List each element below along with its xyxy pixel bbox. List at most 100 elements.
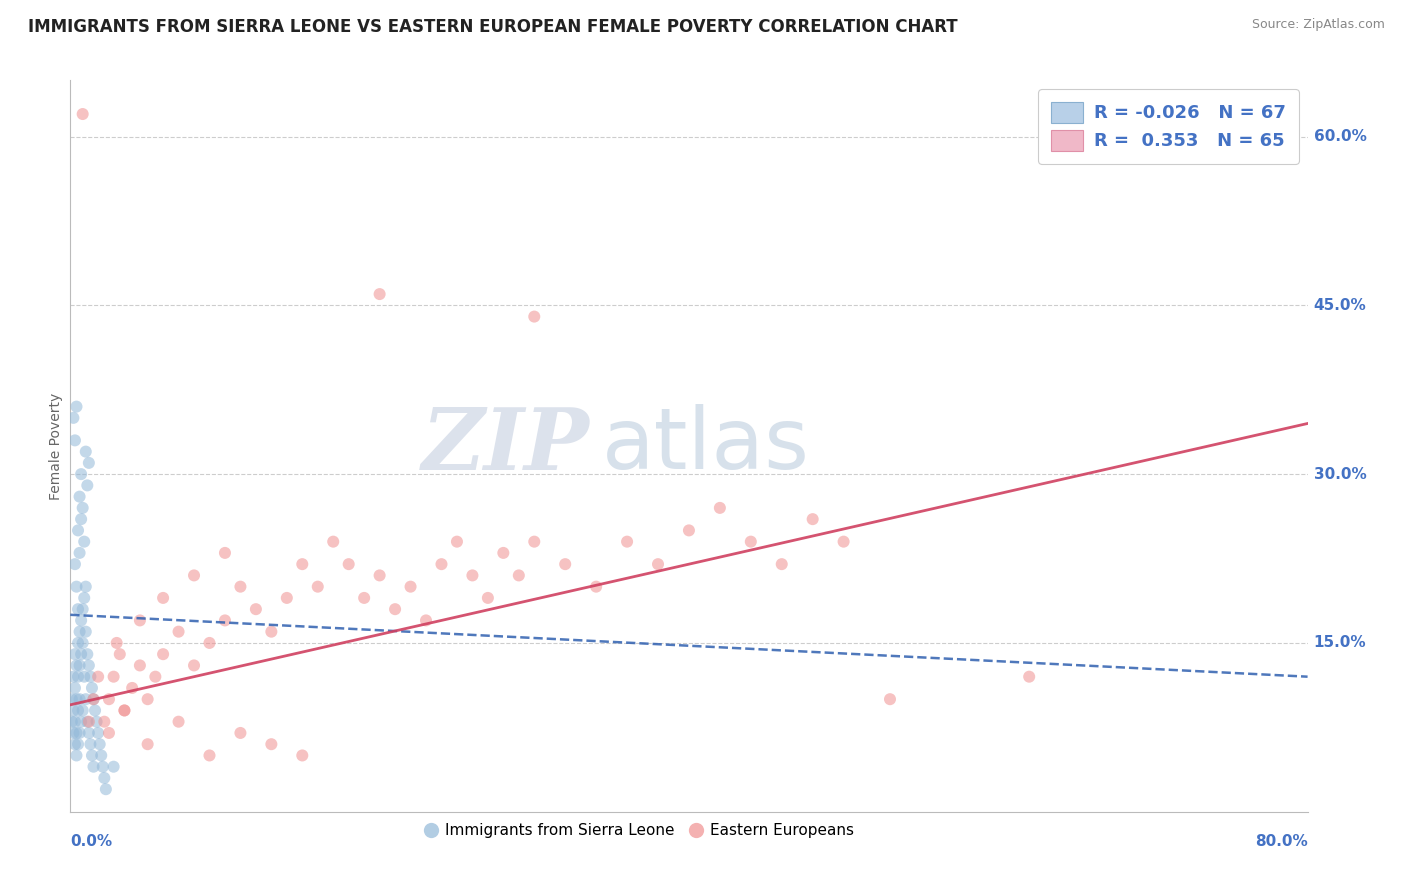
Point (69, 624, 91, 639)
Point (72, 703, 94, 717)
Point (70, 647, 93, 661)
Point (337, 557, 360, 571)
Point (740, 534, 762, 549)
Point (183, 568, 205, 582)
Point (94, 782, 117, 797)
Point (616, 534, 638, 549)
Point (70, 614, 93, 628)
Point (709, 500, 731, 515)
Text: 45.0%: 45.0% (1313, 298, 1367, 313)
Point (69, 726, 91, 740)
Point (523, 310, 546, 324)
Point (62, 703, 84, 717)
Point (87, 670, 110, 684)
Point (87, 726, 110, 740)
Point (65, 658, 87, 673)
Point (82, 692, 105, 706)
Point (183, 658, 205, 673)
Point (477, 591, 499, 605)
Point (60, 714, 83, 729)
Point (65, 400, 87, 414)
Point (65, 580, 87, 594)
Point (368, 568, 391, 582)
Text: 15.0%: 15.0% (1313, 635, 1367, 650)
Point (198, 748, 221, 763)
Point (103, 670, 125, 684)
Point (67, 737, 90, 751)
Point (291, 557, 314, 571)
Text: IMMIGRANTS FROM SIERRA LEONE VS EASTERN EUROPEAN FEMALE POVERTY CORRELATION CHAR: IMMIGRANTS FROM SIERRA LEONE VS EASTERN … (28, 18, 957, 36)
Point (73, 670, 96, 684)
Point (446, 534, 468, 549)
Point (70, 512, 93, 526)
Point (399, 580, 422, 594)
Point (114, 703, 135, 717)
Point (72, 636, 94, 650)
Point (77, 456, 100, 470)
Point (167, 714, 190, 729)
Point (136, 692, 159, 706)
Point (60, 692, 83, 706)
Point (72, 602, 94, 616)
Point (82, 692, 105, 706)
Point (353, 591, 375, 605)
Point (98, 692, 120, 706)
Point (461, 568, 484, 582)
Point (80, 748, 103, 763)
Point (585, 580, 607, 594)
Point (770, 557, 793, 571)
Point (77, 714, 100, 729)
Point (492, 546, 515, 560)
Point (384, 602, 406, 616)
Point (67, 602, 90, 616)
Point (368, 287, 391, 301)
Point (75, 624, 97, 639)
Point (63, 714, 86, 729)
Text: 60.0%: 60.0% (1313, 129, 1367, 144)
Text: 30.0%: 30.0% (1313, 467, 1367, 482)
Point (554, 557, 576, 571)
Point (89, 737, 111, 751)
Text: atlas: atlas (602, 404, 810, 488)
Point (63, 557, 86, 571)
Point (73, 534, 96, 549)
Point (167, 624, 190, 639)
Point (65, 692, 87, 706)
Point (63, 681, 86, 695)
Point (879, 692, 901, 706)
Point (76, 714, 98, 729)
Point (86, 714, 108, 729)
Point (415, 614, 437, 628)
Point (62, 670, 84, 684)
Point (93, 714, 115, 729)
Point (76, 478, 98, 492)
Point (276, 591, 298, 605)
Point (79, 670, 101, 684)
Point (69, 658, 91, 673)
Point (70, 467, 93, 482)
Point (678, 524, 700, 538)
Point (145, 670, 166, 684)
Point (90, 748, 112, 763)
Point (291, 748, 314, 763)
Point (65, 748, 87, 763)
Point (63, 737, 86, 751)
Point (62, 410, 84, 425)
Point (647, 557, 669, 571)
Point (152, 591, 174, 605)
Point (129, 658, 152, 673)
Point (62, 726, 84, 740)
Point (129, 614, 152, 628)
Text: 80.0%: 80.0% (1254, 834, 1308, 848)
Point (69, 490, 91, 504)
Point (82, 760, 105, 774)
Point (508, 568, 530, 582)
Point (260, 624, 283, 639)
Point (80, 681, 103, 695)
Point (73, 591, 96, 605)
Point (114, 703, 135, 717)
Text: ZIP: ZIP (422, 404, 591, 488)
Point (67, 524, 90, 538)
Point (260, 737, 283, 751)
Y-axis label: Female Poverty: Female Poverty (49, 392, 63, 500)
